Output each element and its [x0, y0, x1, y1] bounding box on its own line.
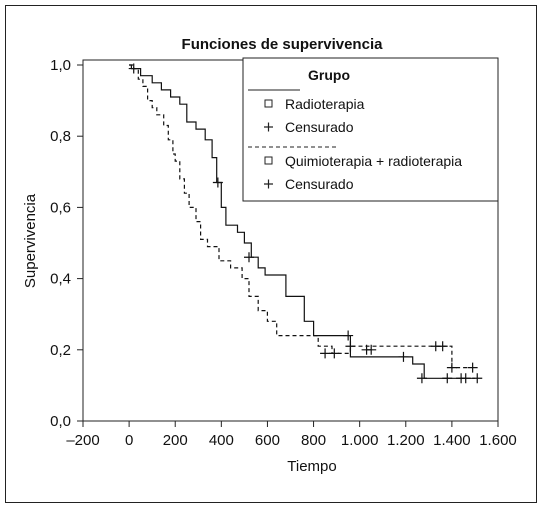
censored-marker: [345, 341, 356, 352]
legend-radio-marker: [264, 99, 273, 108]
y-tick-label: 1,0: [50, 57, 71, 74]
x-tick-label: 600: [255, 432, 280, 449]
series-layer: [128, 63, 483, 384]
x-tick-label: 400: [209, 432, 234, 449]
series-line-1: [129, 64, 468, 369]
y-tick-label: 0,4: [50, 271, 71, 288]
y-tick-label: 0,8: [50, 128, 71, 145]
legend-quimio-marker: [264, 156, 273, 165]
censored-marker: [329, 348, 340, 359]
x-axis: –200 0 200 400 600 800 1.000 1.200 1.400 1.600: [66, 421, 517, 449]
x-tick-label: 0: [125, 432, 133, 449]
censored-marker: [366, 344, 377, 355]
y-axis-label: Supervivencia: [22, 193, 39, 288]
censored-marker: [320, 348, 331, 359]
censored-marker: [437, 341, 448, 352]
y-tick-label: 0,0: [50, 413, 71, 430]
legend-censored-marker-1: [264, 122, 273, 132]
x-tick-label: 800: [301, 432, 326, 449]
censored-marker: [460, 373, 471, 384]
censored-marker: [446, 362, 457, 373]
x-axis-label: Tiempo: [287, 458, 336, 475]
x-tick-label: 1.200: [387, 432, 425, 449]
x-tick-label: –200: [66, 432, 99, 449]
censored-marker: [416, 373, 427, 384]
censored-marker: [442, 373, 453, 384]
x-tick-label: 1.000: [341, 432, 379, 449]
censored-marker: [472, 373, 483, 384]
legend-censored-marker-2: [264, 179, 273, 189]
legend-entry-censurado-1: Censurado: [285, 119, 354, 135]
legend: Grupo Radioterapia Censurado Quimioterap…: [242, 57, 499, 202]
legend-entry-quimioterapia: Quimioterapia + radioterapia: [285, 153, 462, 169]
x-tick-label: 200: [163, 432, 188, 449]
y-tick-label: 0,6: [50, 199, 71, 216]
legend-box: [242, 57, 499, 202]
censored-marker: [398, 351, 409, 362]
series-line-0: [129, 64, 475, 379]
censored-marker: [467, 362, 478, 373]
y-axis: 0,0 0,2 0,4 0,6 0,8 1,0: [50, 57, 83, 430]
censored-marker: [212, 177, 223, 188]
x-tick-label: 1.600: [479, 432, 517, 449]
censored-marker: [343, 330, 354, 341]
censored-marker: [244, 252, 254, 263]
legend-entry-radioterapia: Radioterapia: [285, 96, 365, 112]
chart-title: Funciones de supervivencia: [182, 36, 384, 53]
x-tick-label: 1.400: [433, 432, 471, 449]
legend-entry-censurado-2: Censurado: [285, 176, 354, 192]
y-tick-label: 0,2: [50, 342, 71, 359]
legend-title: Grupo: [308, 67, 350, 83]
